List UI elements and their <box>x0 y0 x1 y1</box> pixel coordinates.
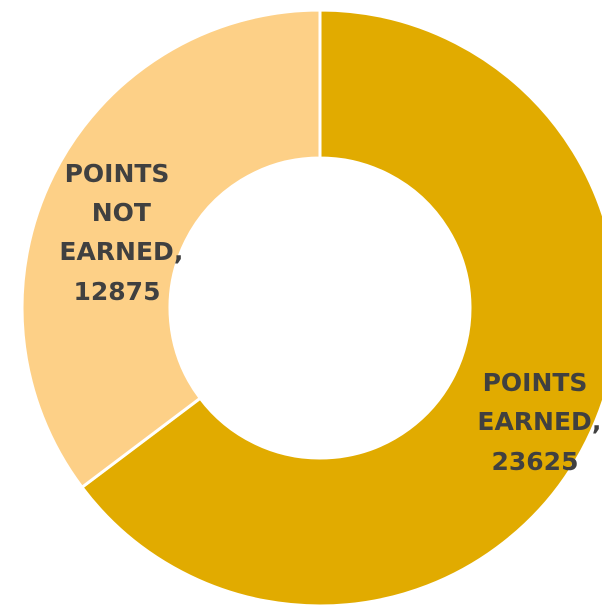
label-value: 23625 <box>492 447 579 476</box>
data-label: POINTS EARNED, 23625 <box>469 368 602 476</box>
label-value: 12875 <box>74 277 161 306</box>
donut-slice <box>79 8 602 607</box>
label-separator: , <box>174 237 184 266</box>
label-category: POINTS NOT EARNED <box>51 159 174 266</box>
donut-slice <box>20 8 322 490</box>
label-separator: , <box>592 407 602 436</box>
data-label: POINTS NOT EARNED, 12875 <box>51 159 184 306</box>
label-category: POINTS EARNED <box>469 368 592 436</box>
